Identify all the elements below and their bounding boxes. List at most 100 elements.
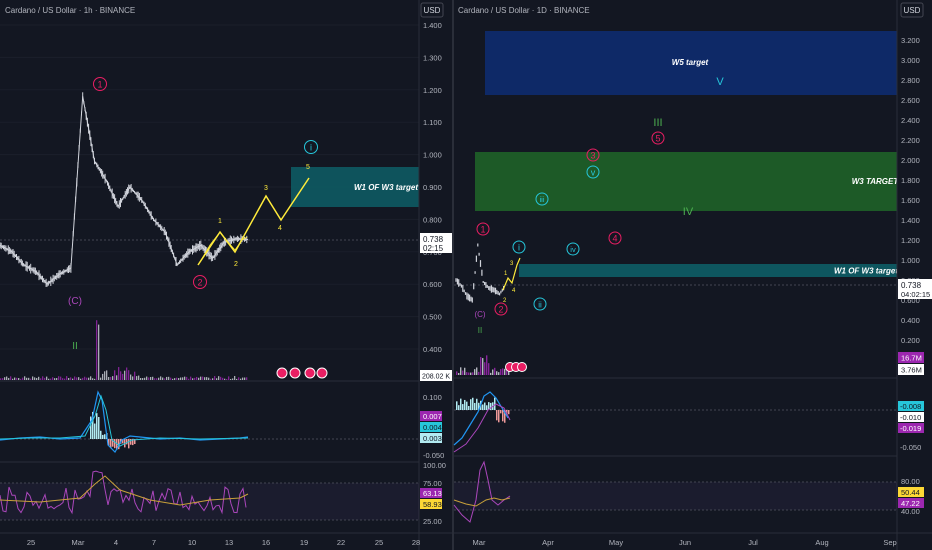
left-volume-bar xyxy=(100,377,102,380)
left-subwave-path xyxy=(199,231,248,263)
right-macd-bar xyxy=(470,399,472,410)
left-volume-bar xyxy=(42,376,44,380)
left-volume-bar xyxy=(220,376,222,380)
right-w5-target-box xyxy=(485,31,897,95)
right-price-tick: 2.200 xyxy=(901,136,920,145)
left-macd-tick-2: -0.050 xyxy=(423,451,444,460)
left-volume-bar xyxy=(14,377,16,380)
right-macd-pane[interactable]: -0.008 -0.010 -0.019 -0.050 xyxy=(453,377,924,453)
left-macd-bar xyxy=(90,416,92,439)
right-wave-4-label: 4 xyxy=(612,234,617,244)
right-volume-bar xyxy=(500,369,502,375)
right-wave-II-label: II xyxy=(478,326,482,335)
left-rsi-tick-0: 100.00 xyxy=(423,461,446,470)
right-rsi-tick-0: 80.00 xyxy=(901,477,920,486)
left-price-tick: 1.200 xyxy=(423,86,442,95)
left-volume-bar xyxy=(30,378,32,380)
left-volume-bar xyxy=(2,378,4,380)
left-volume-bar xyxy=(48,378,50,380)
left-price-tick: 1.400 xyxy=(423,21,442,30)
right-chart-panel[interactable]: W5 target V W3 TARGET W1 OF W3 target 1 … xyxy=(454,31,899,375)
left-volume-bar xyxy=(236,378,238,380)
right-price-tick: 1.200 xyxy=(901,236,920,245)
right-volume-bar xyxy=(504,368,506,375)
left-price-tick: 0.500 xyxy=(423,313,442,322)
right-wave-IV-label: IV xyxy=(683,206,694,218)
right-event-icons[interactable] xyxy=(505,362,527,372)
left-volume-bar xyxy=(242,377,244,380)
right-wave-v-label: v xyxy=(591,168,596,178)
right-macd-bar xyxy=(462,404,464,410)
left-volume-bar xyxy=(24,376,26,380)
left-w1-target-box xyxy=(291,167,419,207)
left-volume-bar xyxy=(60,376,62,380)
left-time-label: 16 xyxy=(262,538,270,547)
left-volume-bar xyxy=(32,376,34,380)
left-time-label: 13 xyxy=(225,538,233,547)
right-subwave-3: 3 xyxy=(510,261,514,267)
left-volume-bar xyxy=(176,377,178,380)
left-event-icons[interactable] xyxy=(276,367,328,379)
right-volume-badge: 16.7M xyxy=(901,354,922,363)
right-price-tick: 2.400 xyxy=(901,116,920,125)
left-macd-bar xyxy=(98,417,100,439)
right-volume-bar xyxy=(474,369,476,375)
left-volume-bar xyxy=(122,373,124,380)
left-volume-bar xyxy=(108,376,110,380)
left-volume-bar xyxy=(128,370,130,380)
right-volume-bar xyxy=(496,371,498,375)
right-price-tick: 1.000 xyxy=(901,256,920,265)
right-rsi-pane[interactable]: 80.00 40.00 50.44 47.22 xyxy=(453,455,924,523)
right-w1-target-box xyxy=(519,264,897,277)
right-price-tick: 0.600 xyxy=(901,296,920,305)
left-macd-bar xyxy=(118,439,120,450)
left-price-axis[interactable]: USD 1.400 1.300 1.200 1.100 1.000 0.900 0.800 0… xyxy=(418,0,452,550)
right-time-axis[interactable]: Mar Apr May Jun Jul Aug Sep xyxy=(454,532,932,547)
left-volume-bar xyxy=(72,378,74,380)
left-time-axis[interactable]: 25 Mar 4 7 10 13 16 19 22 25 28 xyxy=(0,532,452,547)
left-macd-bar xyxy=(126,439,128,445)
left-last-price: 0.738 xyxy=(423,235,444,244)
left-rsi-tick-2: 25.00 xyxy=(423,517,442,526)
right-macd-bar xyxy=(468,406,470,410)
left-wave-c-label: (C) xyxy=(68,296,82,307)
right-macd-bar xyxy=(504,410,506,423)
left-volume-bar xyxy=(162,377,164,380)
right-macd-bar xyxy=(460,398,462,410)
right-macd-tick-0: -0.050 xyxy=(900,443,921,452)
left-volume-bar xyxy=(92,378,94,380)
right-wave-iii-label: iii xyxy=(540,195,545,204)
left-volume-bar xyxy=(116,375,118,380)
right-macd-badge-2: -0.019 xyxy=(900,424,921,433)
left-volume-bar xyxy=(38,376,40,380)
right-volume-bar xyxy=(466,372,468,375)
left-currency-label[interactable]: USD xyxy=(424,6,441,15)
left-volume-bar xyxy=(62,378,64,380)
left-volume-bar xyxy=(148,377,150,380)
right-volume-bar xyxy=(488,363,490,375)
left-price-tick: 0.900 xyxy=(423,183,442,192)
left-rsi-pane[interactable]: 100.00 75.00 25.00 63.13 58.93 xyxy=(0,461,446,526)
right-macd-bar xyxy=(494,397,496,410)
right-price-tick: 1.600 xyxy=(901,196,920,205)
right-currency-label[interactable]: USD xyxy=(904,6,921,15)
left-chart-panel[interactable]: W1 OF W3 target 1 2 3 4 5 1 2 (C) II i xyxy=(0,24,419,380)
left-volume-bar xyxy=(184,376,186,380)
left-macd-badge-1: 0.004 xyxy=(423,423,442,432)
left-time-label: 28 xyxy=(412,538,420,547)
right-volume-bar xyxy=(458,372,460,375)
right-time-label: Aug xyxy=(815,538,828,547)
right-rsi-line xyxy=(453,460,511,523)
left-volume-bar xyxy=(130,374,132,380)
left-volume-bar xyxy=(96,320,98,380)
left-volume-bar xyxy=(46,376,48,380)
left-price-tick: 0.600 xyxy=(423,280,442,289)
left-volume-bar xyxy=(56,378,58,380)
right-volume-bar xyxy=(464,367,466,375)
left-macd-pane[interactable]: 0.100 -0.050 0.007 0.004 0.003 xyxy=(0,380,444,460)
right-w3-target-box xyxy=(475,152,897,211)
right-macd-badge-1: -0.010 xyxy=(900,413,921,422)
right-price-axis[interactable]: USD 3.200 3.000 2.800 2.600 2.400 2.200 2.000 1… xyxy=(896,0,932,550)
left-volume-bar xyxy=(50,378,52,380)
left-time-label: 25 xyxy=(27,538,35,547)
